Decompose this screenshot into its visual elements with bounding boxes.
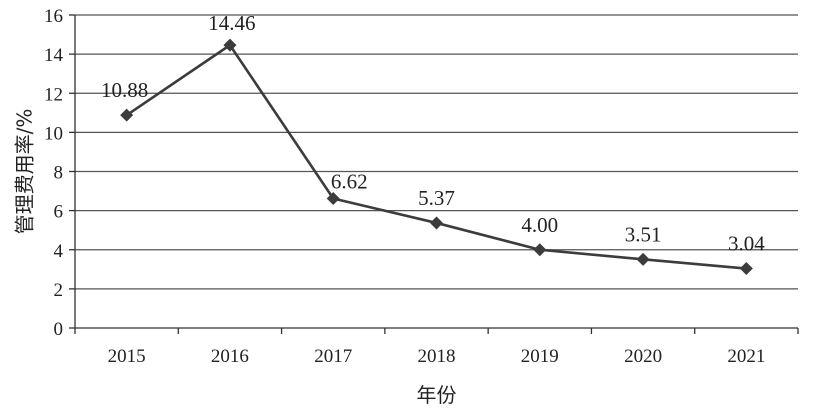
y-tick-label: 8 [54,163,64,184]
grid-lines [75,14,798,290]
data-point [533,243,547,257]
x-tick-label: 2018 [418,346,456,367]
data-label: 14.46 [208,11,255,35]
x-tick-label: 2020 [624,346,662,367]
axes [69,14,799,334]
data-point [430,216,443,230]
y-tick-label: 4 [54,241,64,262]
data-point [636,252,650,266]
data-point [739,262,753,276]
x-tick-label: 2017 [314,346,352,367]
data-label: 5.37 [418,186,455,210]
y-tick-label: 16 [44,6,63,27]
y-tick-label: 10 [44,123,63,144]
y-tick-label: 14 [44,45,64,66]
data-label: 10.88 [101,78,148,102]
y-tick-labels: 0 2 4 6 8 10 12 14 16 [44,6,64,340]
y-tick-label: 0 [54,319,64,340]
x-axis-title: 年份 [417,383,457,407]
x-tick-label: 2016 [211,346,249,367]
x-tick-label: 2021 [727,346,765,367]
x-tick-label: 2015 [108,346,146,367]
data-point [223,38,237,52]
data-label: 3.04 [728,232,765,256]
y-tick-label: 6 [54,202,64,223]
data-point [326,191,340,205]
x-tick-label: 2019 [521,346,559,367]
y-axis-title: 管理费用率/% [13,109,37,235]
x-tick-labels: 2015 2016 2017 2018 2019 2020 2021 [108,346,766,367]
data-label: 4.00 [521,213,558,237]
data-point [120,108,134,122]
data-points [120,38,753,276]
y-tick-label: 2 [54,280,64,301]
data-label: 3.51 [625,222,662,246]
y-tick-label: 12 [44,84,63,105]
data-labels: 10.88 14.46 6.62 5.37 4.00 3.51 3.04 [101,11,765,255]
data-label: 6.62 [331,169,368,193]
